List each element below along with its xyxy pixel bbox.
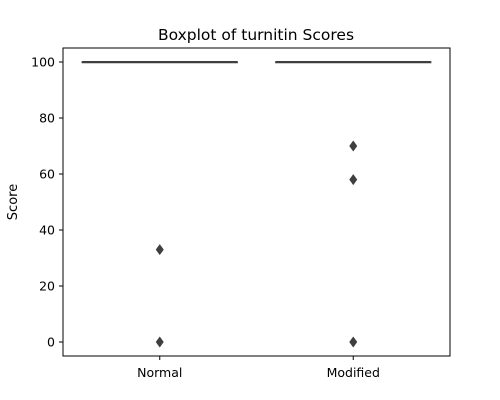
x-tick-label: Modified — [327, 365, 380, 380]
y-tick-label: 40 — [39, 223, 55, 238]
outlier-marker — [155, 244, 164, 256]
chart-title: Boxplot of turnitin Scores — [158, 26, 354, 44]
plot-frame — [62, 47, 451, 357]
y-tick-label: 80 — [39, 111, 55, 126]
y-tick-label: 60 — [39, 167, 55, 182]
outlier-marker — [349, 174, 358, 186]
y-tick-label: 0 — [47, 335, 55, 350]
y-tick-label: 100 — [31, 55, 55, 70]
plot-area: 0 20 40 60 80 100 Normal Modified — [31, 47, 451, 380]
y-axis-label: Score — [6, 184, 21, 220]
outlier-marker — [155, 336, 164, 348]
x-tick-label: Normal — [137, 365, 182, 380]
outlier-marker — [349, 336, 358, 348]
outlier-marker — [349, 140, 358, 152]
y-tick-label: 20 — [39, 279, 55, 294]
